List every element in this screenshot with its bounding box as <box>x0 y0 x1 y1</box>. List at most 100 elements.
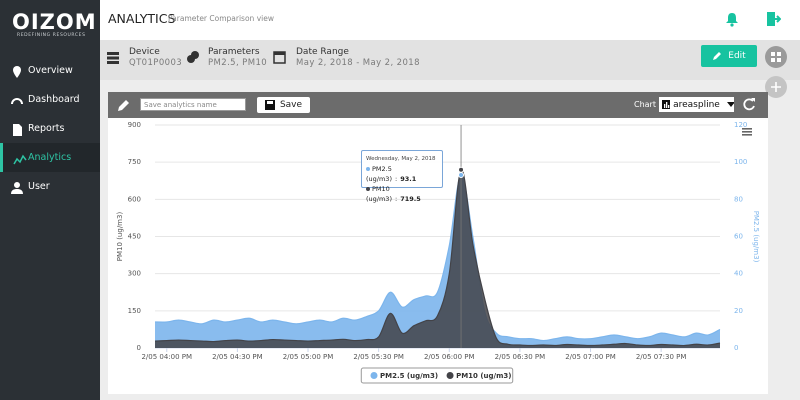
nav-text: Reports <box>28 123 65 134</box>
nav-item[interactable]: Reports <box>0 114 100 143</box>
save-text: Save <box>279 100 303 110</box>
tooltip-dot <box>366 187 370 191</box>
x-tick-label: 2/05 04:00 PM <box>141 353 192 361</box>
tooltip-value: 93.1 <box>400 175 417 183</box>
device-icon <box>107 52 119 64</box>
grid-icon <box>771 52 781 62</box>
tooltip-name: PM10 (ug/m3) <box>366 185 392 203</box>
nav-item[interactable]: Analytics <box>0 143 100 172</box>
icon-shape <box>13 66 21 78</box>
refresh-icon[interactable] <box>742 97 756 111</box>
nav-item[interactable]: Dashboard <box>0 85 100 114</box>
chart-type-text: areaspline <box>673 99 720 110</box>
legend-box <box>360 367 514 384</box>
y2-tick-label: 40 <box>734 270 743 278</box>
tooltip: Wednesday, May 2, 2018 PM2.5 (ug/m3):93.1… <box>361 150 443 203</box>
x-tick-label: 2/05 07:30 PM <box>636 353 687 361</box>
y-tick-label: 750 <box>128 158 141 166</box>
bell-icon[interactable] <box>724 11 740 27</box>
menu-icon <box>742 134 752 136</box>
chart-label: Chart <box>634 100 656 109</box>
chart-type-select[interactable]: areaspline <box>659 97 734 112</box>
parameters-icon <box>187 51 199 63</box>
logout-icon[interactable] <box>765 11 781 27</box>
y-tick-label: 300 <box>128 270 141 278</box>
y2-tick-label: 80 <box>734 195 743 203</box>
tagline: REDEFINING RESOURCES <box>17 33 86 38</box>
tooltip-dot <box>366 167 370 171</box>
x-tick-label: 2/05 05:30 PM <box>353 353 404 361</box>
legend-swatch <box>370 372 378 379</box>
edit-button[interactable]: Edit <box>701 45 757 67</box>
hover-marker <box>458 166 465 173</box>
add-button[interactable] <box>765 76 787 98</box>
device-value: QT01P0003 <box>129 58 183 68</box>
menu-icon <box>742 128 752 130</box>
page-title: ANALYTICS <box>108 11 176 26</box>
legend-label: PM10 (ug/m3) <box>456 372 511 380</box>
nav-text: Dashboard <box>28 94 80 105</box>
parameters-label: Parameters <box>208 47 260 57</box>
info-bar <box>100 40 800 80</box>
nav-icon <box>13 124 22 136</box>
y-tick-label: 450 <box>128 233 141 241</box>
pencil-icon <box>713 52 722 60</box>
nav-icon <box>13 66 21 78</box>
tooltip-sep: : <box>394 175 398 183</box>
x-tick-label: 2/05 04:30 PM <box>212 353 263 361</box>
tooltip-name: PM2.5 (ug/m3) <box>366 165 392 183</box>
tooltip-sep: : <box>394 195 398 203</box>
legend-label: PM2.5 (ug/m3) <box>380 372 438 380</box>
nav-icon <box>11 182 23 194</box>
icon-shape <box>11 98 23 104</box>
x-tick-label: 2/05 07:00 PM <box>565 353 616 361</box>
hover-marker <box>458 171 465 178</box>
y-tick-label: 150 <box>128 307 141 315</box>
series-area <box>155 174 720 348</box>
tooltip-row: PM10 (ug/m3):719.5 <box>366 184 438 204</box>
series-line <box>154 174 721 342</box>
layout-button[interactable] <box>765 46 787 68</box>
nav-icon <box>13 154 27 165</box>
logo: OIZOM <box>12 10 97 34</box>
y2-tick-label: 100 <box>734 158 747 166</box>
save-button[interactable]: Save <box>257 97 310 113</box>
y-tick-label: 900 <box>128 121 141 129</box>
y2-axis-title: PM2.5 (ug/m3) <box>752 211 760 263</box>
date-label: Date Range <box>296 47 349 57</box>
y2-tick-label: 60 <box>734 233 743 241</box>
chart: 0 150 300 450 600 750 900 0 20 40 60 80 100 120 PM10 (… <box>116 121 760 384</box>
nav-text: Overview <box>28 65 73 76</box>
x-tick-label: 2/05 05:00 PM <box>283 353 334 361</box>
chart-icon <box>662 100 671 109</box>
nav-icon <box>11 98 23 104</box>
x-tick-label: 2/05 06:30 PM <box>495 353 546 361</box>
series-line <box>154 169 721 347</box>
name-input[interactable]: Save analytics name <box>140 98 246 111</box>
y-tick-label: 0 <box>137 344 141 352</box>
y2-tick-label: 120 <box>734 121 747 129</box>
tooltip-value: 719.5 <box>400 195 421 203</box>
top-bar <box>100 0 800 40</box>
tooltip-row: PM2.5 (ug/m3):93.1 <box>366 164 438 184</box>
calendar-icon <box>273 51 286 64</box>
nav-item[interactable]: Overview <box>0 56 100 85</box>
nav-text: User <box>28 181 50 192</box>
y-axis-title: PM10 (ug/m3) <box>116 212 124 262</box>
caret-icon <box>726 101 734 107</box>
parameters-value: PM2.5, PM10 <box>208 58 268 68</box>
icon-shape <box>11 182 23 194</box>
date-value: May 2, 2018 - May 2, 2018 <box>296 58 420 68</box>
legend-swatch <box>446 372 454 379</box>
x-tick-label: 2/05 06:00 PM <box>424 353 475 361</box>
menu-icon <box>742 131 752 133</box>
nav-text: Analytics <box>28 152 72 163</box>
nav-item[interactable]: User <box>0 172 100 201</box>
y-tick-label: 600 <box>128 195 141 203</box>
icon-shape <box>13 154 27 165</box>
page-subtitle: Parameter Comparison view <box>168 14 274 23</box>
tooltip-title: Wednesday, May 2, 2018 <box>366 156 436 162</box>
edit-text: Edit <box>728 51 746 61</box>
icon-shape <box>13 124 22 136</box>
